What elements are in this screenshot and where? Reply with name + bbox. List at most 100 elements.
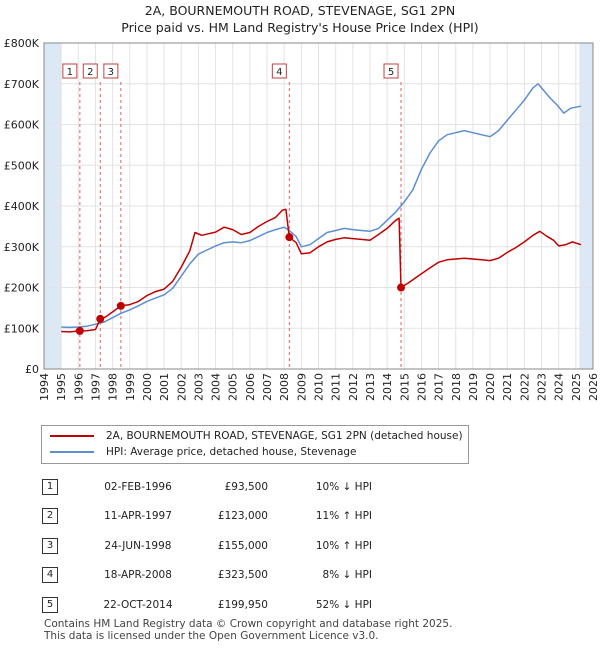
chart-title: 2A, BOURNEMOUTH ROAD, STEVENAGE, SG1 2PN: [144, 3, 456, 18]
x-tick-label: 2024: [553, 373, 566, 401]
x-tick-label: 1994: [38, 373, 51, 401]
sales-table: 1 02-FEB-1996 £93,500 10% ↓ HPI 2 11-APR-1997…: [42, 472, 372, 620]
sale-num: 5: [42, 590, 90, 620]
legend-item-hpi: HPI: Average price, detached house, Stev…: [50, 445, 357, 459]
sale-num-box: 5: [42, 596, 58, 613]
x-tick-label: 2018: [450, 373, 463, 401]
sale-num-box: 1: [42, 478, 58, 495]
x-tick-label: 2008: [278, 373, 291, 401]
sale-date: 24-JUN-1998: [104, 539, 172, 552]
x-tick-label: 2007: [261, 373, 274, 401]
x-tick-label: 2011: [330, 373, 343, 401]
sale-number-box-3: [103, 63, 119, 79]
property-price-line: [61, 208, 582, 333]
x-tick-label: 2001: [158, 373, 171, 401]
x-tick-label: 2005: [227, 373, 240, 401]
sale-hpi-diff: 52% ↓ HPI: [315, 598, 372, 611]
sale-row: 3 24-JUN-1998 £155,000 10% ↑ HPI: [42, 531, 372, 561]
sale-price: £155,000: [217, 539, 268, 552]
sale-number-box-5: [383, 63, 399, 79]
x-tick-label: 2010: [313, 373, 326, 401]
sale-point-2: [96, 314, 105, 323]
sale-num: 1: [42, 472, 90, 502]
chart-subtitle: Price paid vs. HM Land Registry's House …: [121, 20, 479, 35]
sale-price: £199,950: [217, 598, 268, 611]
sale-num-box: 4: [42, 567, 58, 584]
sale-num: 3: [42, 531, 90, 561]
sale-num: 2: [42, 502, 90, 532]
sale-num: 4: [42, 561, 90, 591]
x-tick-label: 1995: [55, 373, 68, 401]
y-tick-label: £100K: [4, 322, 40, 335]
x-tick-label: 2012: [347, 373, 360, 401]
sale-number-label-4: 4: [276, 67, 282, 78]
sale-number-box-4: [271, 63, 287, 79]
x-tick-label: 2003: [192, 373, 205, 401]
x-tick-label: 2019: [467, 373, 480, 401]
sale-number-label-3: 3: [108, 67, 114, 78]
x-tick-label: 1996: [72, 373, 85, 401]
sale-num-box: 2: [42, 508, 58, 525]
sale-price: £323,500: [217, 569, 268, 582]
footer-licence: This data is licensed under the Open Gov…: [44, 630, 379, 642]
y-tick-label: £300K: [4, 241, 40, 254]
hpi-line: [61, 83, 582, 329]
legend-item-property: 2A, BOURNEMOUTH ROAD, STEVENAGE, SG1 2PN…: [50, 429, 463, 443]
y-tick-label: £800K: [4, 37, 40, 50]
x-tick-label: 2014: [381, 373, 394, 401]
sale-number-label-1: 1: [67, 67, 73, 78]
x-tick-label: 2000: [141, 373, 154, 401]
x-tick-label: 2016: [415, 373, 428, 401]
y-tick-label: £200K: [4, 282, 40, 295]
sale-price: £93,500: [224, 480, 268, 493]
y-tick-label: £400K: [4, 200, 40, 213]
sale-hpi-diff: 11% ↑ HPI: [315, 510, 372, 523]
x-tick-label: 2023: [536, 373, 549, 401]
x-tick-label: 2020: [484, 373, 497, 401]
y-tick-label: £0: [25, 363, 39, 376]
x-tick-label: 1998: [107, 373, 120, 401]
sale-hpi-diff: 10% ↑ HPI: [315, 539, 372, 552]
legend-label-property: 2A, BOURNEMOUTH ROAD, STEVENAGE, SG1 2PN…: [106, 430, 463, 442]
sale-date: 02-FEB-1996: [104, 480, 172, 493]
sale-num-box: 3: [42, 537, 58, 554]
sale-point-4: [285, 233, 294, 242]
x-tick-label: 2015: [398, 373, 411, 401]
sale-price: £123,000: [217, 510, 268, 523]
x-tick-label: 2022: [518, 373, 531, 401]
plot-frame: [43, 42, 594, 370]
sale-number-box-1: [62, 63, 78, 79]
x-tick-label: 2021: [501, 373, 514, 401]
chart-legend: 2A, BOURNEMOUTH ROAD, STEVENAGE, SG1 2PN…: [41, 425, 469, 464]
sale-row: 4 18-APR-2008 £323,500 8% ↓ HPI: [42, 561, 372, 591]
x-tick-label: 2004: [210, 373, 223, 401]
x-tick-label: 2009: [295, 373, 308, 401]
x-tick-label: 2006: [244, 373, 257, 401]
y-tick-label: £700K: [4, 78, 40, 91]
sale-date: 22-OCT-2014: [103, 598, 173, 611]
x-tick-label: 2026: [587, 373, 600, 401]
y-tick-label: £500K: [4, 159, 40, 172]
footer-copyright: Contains HM Land Registry data © Crown c…: [44, 618, 453, 630]
legend-label-hpi: HPI: Average price, detached house, Stev…: [106, 446, 357, 458]
x-tick-label: 1999: [124, 373, 137, 401]
sale-row: 2 11-APR-1997 £123,000 11% ↑ HPI: [42, 502, 372, 532]
legend-swatch-property: [50, 435, 94, 437]
legend-swatch-hpi: [50, 451, 94, 453]
sale-date: 18-APR-2008: [104, 569, 172, 582]
x-tick-label: 2013: [364, 373, 377, 401]
sale-number-label-2: 2: [87, 67, 93, 78]
x-tick-label: 2017: [433, 373, 446, 401]
sale-row: 1 02-FEB-1996 £93,500 10% ↓ HPI: [42, 472, 372, 502]
sale-hpi-diff: 8% ↓ HPI: [322, 569, 372, 582]
x-tick-label: 1997: [89, 373, 102, 401]
sale-point-1: [75, 326, 84, 335]
footer-notice: Contains HM Land Registry data © Crown c…: [44, 618, 452, 642]
price-chart: £0 £100K £200K £300K £400K £500K £600K £700K £80…: [4, 37, 600, 401]
sale-number-box-2: [82, 63, 98, 79]
sale-row: 5 22-OCT-2014 £199,950 52% ↓ HPI: [42, 590, 372, 620]
x-tick-label: 2025: [570, 373, 583, 401]
sale-number-label-5: 5: [388, 67, 394, 78]
sale-point-3: [116, 301, 125, 310]
y-tick-label: £600K: [4, 119, 40, 132]
